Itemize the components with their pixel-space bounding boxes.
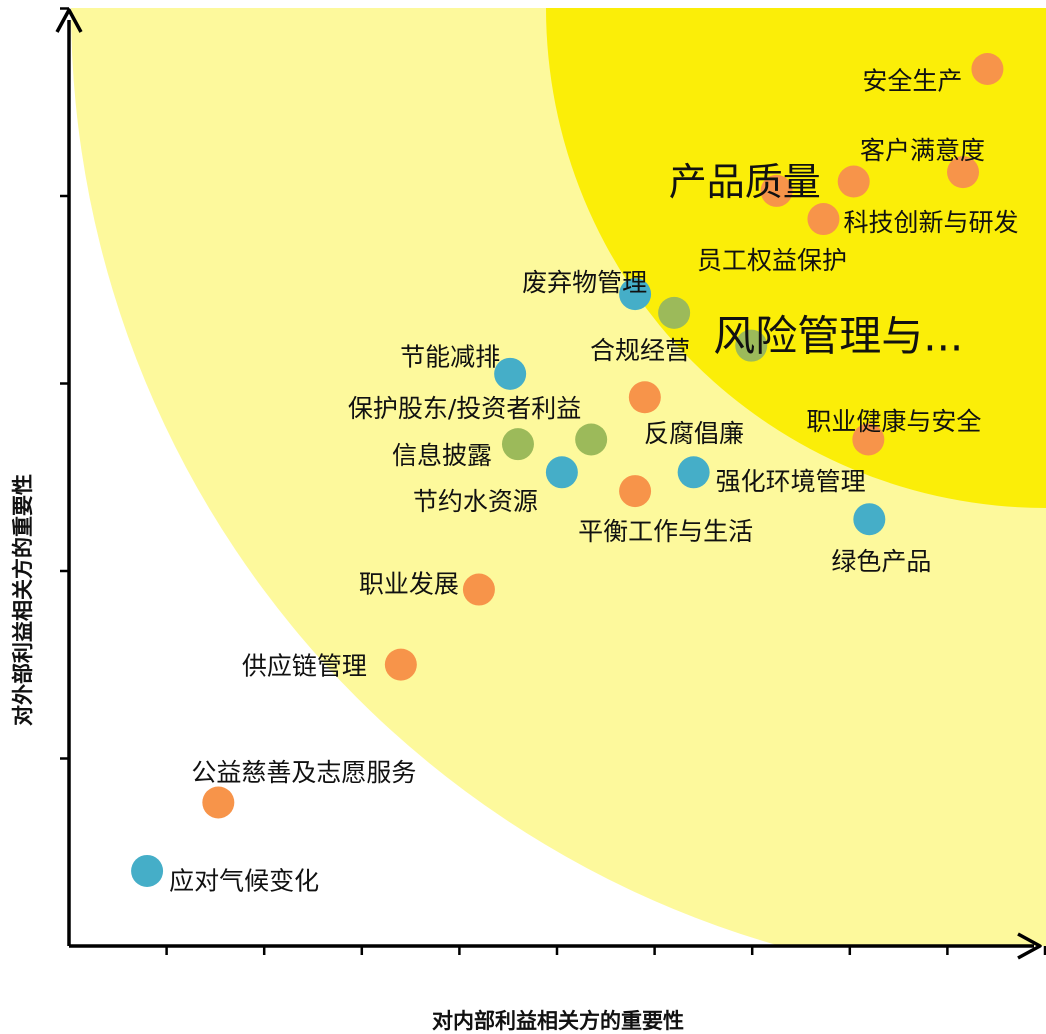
data-point: [658, 296, 691, 329]
point-label: 风险管理与...: [713, 311, 963, 360]
point-label: 科技创新与研发: [843, 208, 1018, 237]
data-point: [852, 423, 885, 456]
y-axis-arrowhead: [55, 8, 83, 33]
point-label: 产品质量: [669, 160, 821, 204]
x-axis-arrowhead: [1017, 932, 1042, 960]
point-label: 应对气候变化: [169, 867, 319, 896]
data-point: [837, 165, 870, 198]
point-label: 废弃物管理: [522, 268, 647, 297]
point-label: 客户满意度: [860, 136, 985, 165]
data-point: [462, 573, 495, 606]
data-point: [760, 174, 793, 207]
data-point: [947, 156, 980, 189]
point-label: 节约水资源: [413, 487, 538, 516]
point-label: 信息披露: [392, 441, 492, 470]
point-label: 公益慈善及志愿服务: [191, 758, 416, 787]
point-label: 员工权益保护: [697, 246, 847, 275]
high-priority-zone: [546, 8, 1046, 508]
point-label: 职业健康与安全: [806, 407, 981, 436]
data-point: [735, 329, 768, 362]
data-point: [131, 854, 164, 887]
point-label: 绿色产品: [831, 547, 931, 576]
axis-ticks: [60, 7, 1046, 955]
data-point: [575, 423, 608, 456]
point-label: 强化环境管理: [716, 467, 866, 496]
point-label: 供应链管理: [242, 651, 367, 680]
point-label: 安全生产: [862, 67, 962, 96]
data-point: [853, 503, 886, 536]
point-label: 保护股东/投资者利益: [348, 394, 581, 423]
point-label: 节能减排: [400, 343, 500, 372]
data-point: [619, 278, 652, 311]
axes: [55, 8, 1042, 960]
data-point: [494, 357, 527, 390]
data-point: [807, 203, 840, 236]
data-point: [501, 428, 534, 461]
data-point: [384, 648, 417, 681]
data-point: [202, 786, 235, 819]
point-label: 反腐倡廉: [644, 419, 744, 448]
point-label: 合规经营: [590, 336, 690, 365]
y-axis-title: 对外部利益相关方的重要性: [11, 474, 35, 726]
data-point: [971, 52, 1004, 85]
data-point: [619, 475, 652, 508]
data-points: [131, 52, 1004, 887]
point-label: 职业发展: [359, 569, 459, 598]
data-point: [545, 456, 578, 489]
data-point: [628, 381, 661, 414]
data-point: [677, 456, 710, 489]
point-label: 平衡工作与生活: [578, 517, 753, 546]
x-axis-title: 对内部利益相关方的重要性: [432, 1009, 684, 1033]
